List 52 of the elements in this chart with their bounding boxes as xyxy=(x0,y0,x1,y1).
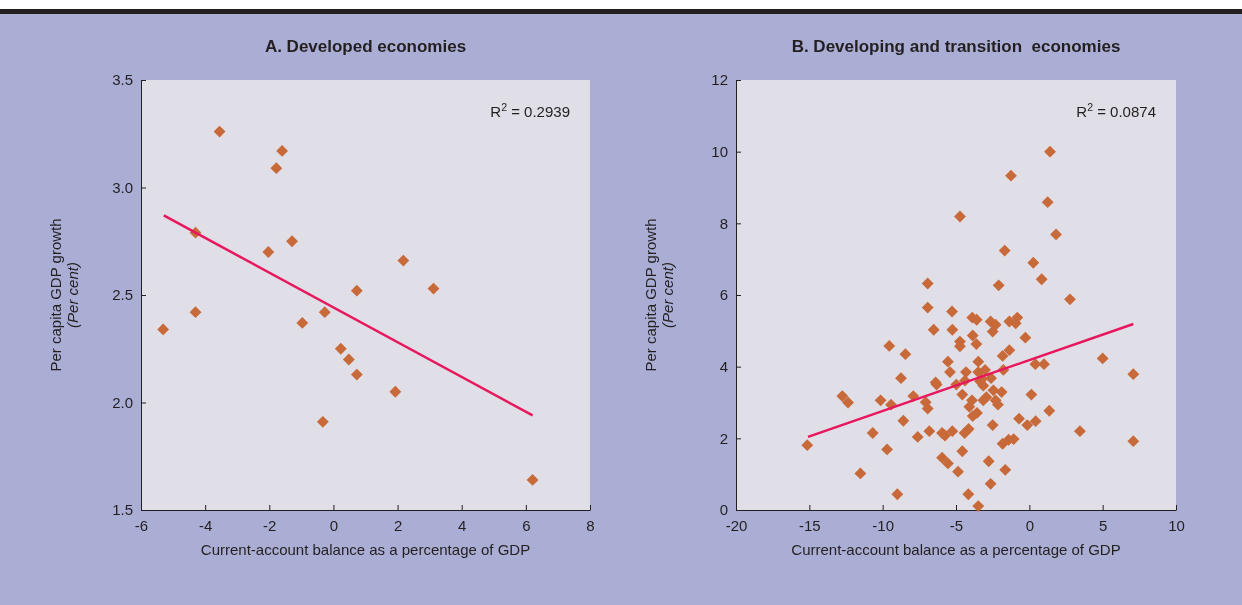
annotation: R$^{2}$ = 0.2939 xyxy=(490,101,570,120)
point xyxy=(342,353,355,366)
point xyxy=(316,415,329,428)
point xyxy=(286,235,298,248)
x-tick-label: 6 xyxy=(522,516,531,534)
point xyxy=(270,162,283,175)
x-tick-label: -6 xyxy=(134,516,149,534)
y-tick-label: 3.5 xyxy=(112,71,133,89)
x-tick-label: 4 xyxy=(458,516,467,534)
y-tick-label: 6 xyxy=(719,286,728,304)
y-tick-label: 0 xyxy=(719,501,728,519)
y-tick-label: 2.0 xyxy=(112,393,133,411)
chart-title: A. Developed economies xyxy=(264,37,467,56)
y-tick-label: 10 xyxy=(711,142,728,160)
point xyxy=(157,323,170,336)
chart-title: B. Developing and transition economies xyxy=(791,37,1121,56)
point xyxy=(350,284,363,297)
x-tick-label: 5 xyxy=(1098,516,1108,534)
x-tick-label: -15 xyxy=(798,516,821,534)
x-tick-label: -10 xyxy=(872,516,895,534)
y-tick-label: 4 xyxy=(719,357,728,375)
point xyxy=(389,385,402,398)
x-tick-label: 0 xyxy=(1025,516,1035,534)
x-tick-label: 10 xyxy=(1168,516,1185,534)
y-tick-label: 8 xyxy=(719,214,728,232)
y-axis-title: Per capita GDP growth (Per cent) xyxy=(642,218,676,372)
annotation: R$^{2}$ = 0.0874 xyxy=(1076,101,1156,120)
point xyxy=(262,246,275,258)
y-tick-label: 2 xyxy=(719,429,728,447)
y-axis-title: Per capita GDP growth (Per cent) xyxy=(47,218,81,372)
y-tick-label: 2.5 xyxy=(112,286,133,304)
y-tick-label: 1.5 xyxy=(112,501,133,519)
point xyxy=(318,306,331,319)
point xyxy=(397,254,410,267)
point xyxy=(526,473,539,486)
point xyxy=(350,368,363,381)
x-axis-title: Current-account balance as a percentage of GDP xyxy=(200,541,531,558)
x-tick-label: -20 xyxy=(725,516,748,534)
x-tick-label: 8 xyxy=(586,516,595,534)
x-tick-label: -5 xyxy=(949,516,964,534)
y-tick-label: 12 xyxy=(711,71,728,89)
point xyxy=(296,317,309,329)
point xyxy=(213,125,226,138)
x-tick-label: -2 xyxy=(263,516,277,534)
x-tick-label: 0 xyxy=(329,516,339,534)
point xyxy=(276,145,289,157)
x-tick-label: -4 xyxy=(198,516,213,534)
y-tick-label: 3.0 xyxy=(112,178,133,196)
x-tick-label: 2 xyxy=(393,516,403,534)
point xyxy=(189,306,202,319)
point xyxy=(334,342,347,355)
x-axis-title: Current-account balance as a percentage of GDP xyxy=(791,541,1121,558)
